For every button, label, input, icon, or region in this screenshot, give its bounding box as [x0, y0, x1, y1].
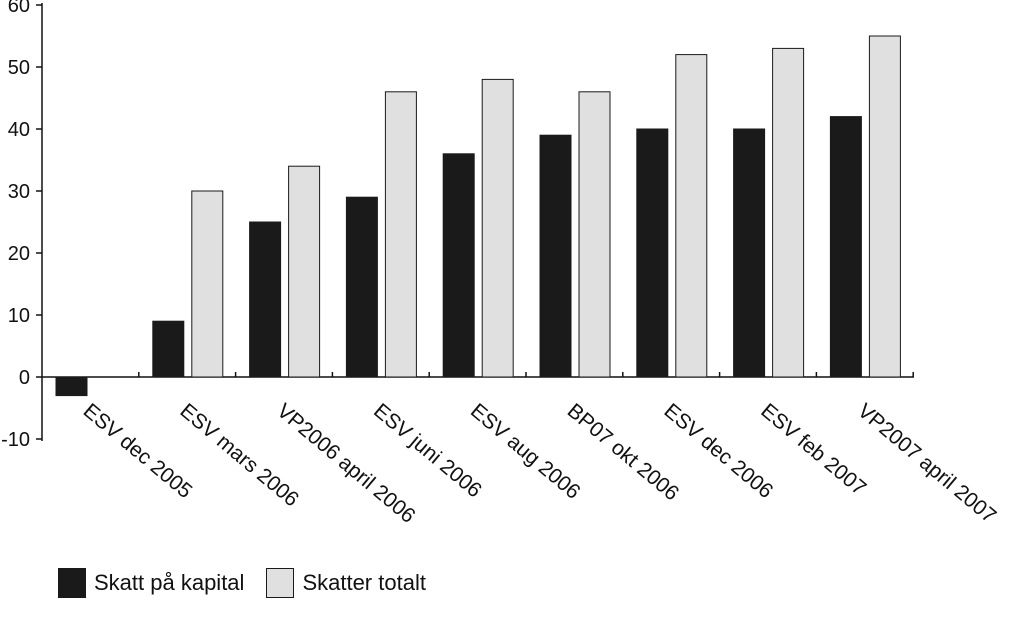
bar-skatt-pa-kapital — [829, 116, 862, 378]
bar-skatt-pa-kapital — [345, 196, 378, 378]
x-category-label: VP2007 april 2007 — [853, 399, 1000, 528]
chart-legend: Skatt på kapital Skatter totalt — [58, 568, 448, 598]
bar-skatter-totalt — [868, 35, 901, 378]
bar-skatt-pa-kapital — [636, 128, 669, 378]
legend-swatch-kapital — [58, 568, 86, 598]
bar-skatt-pa-kapital — [55, 376, 88, 397]
legend-item-totalt: Skatter totalt — [266, 568, 426, 598]
bar-skatter-totalt — [191, 190, 224, 378]
legend-label-totalt: Skatter totalt — [302, 570, 426, 595]
bar-skatt-pa-kapital — [152, 320, 185, 378]
chart-bars — [55, 35, 901, 397]
bar-skatter-totalt — [772, 47, 805, 378]
bar-skatter-totalt — [578, 91, 611, 378]
bar-skatter-totalt — [288, 165, 321, 378]
legend-item-kapital: Skatt på kapital — [58, 568, 244, 598]
bar-skatter-totalt — [675, 54, 708, 378]
bar-skatt-pa-kapital — [249, 221, 282, 378]
y-tick-label: 30 — [8, 181, 30, 203]
chart-axes: 60 50 40 30 20 10 0 -10 — [1, 0, 914, 451]
legend-swatch-totalt — [266, 568, 295, 598]
y-tick-label: 40 — [8, 119, 30, 141]
bar-skatter-totalt — [481, 78, 514, 378]
y-tick-label: 20 — [8, 243, 30, 265]
y-tick-label: 10 — [8, 305, 30, 327]
legend-label-kapital: Skatt på kapital — [94, 570, 245, 595]
y-tick-label: 60 — [8, 0, 30, 17]
bar-skatt-pa-kapital — [733, 128, 766, 378]
bar-skatter-totalt — [384, 91, 417, 378]
bar-skatt-pa-kapital — [539, 134, 572, 378]
y-tick-label: 50 — [8, 57, 30, 79]
y-tick-label: 0 — [19, 367, 30, 389]
bar-skatt-pa-kapital — [442, 153, 475, 378]
y-tick-label: -10 — [1, 429, 30, 451]
